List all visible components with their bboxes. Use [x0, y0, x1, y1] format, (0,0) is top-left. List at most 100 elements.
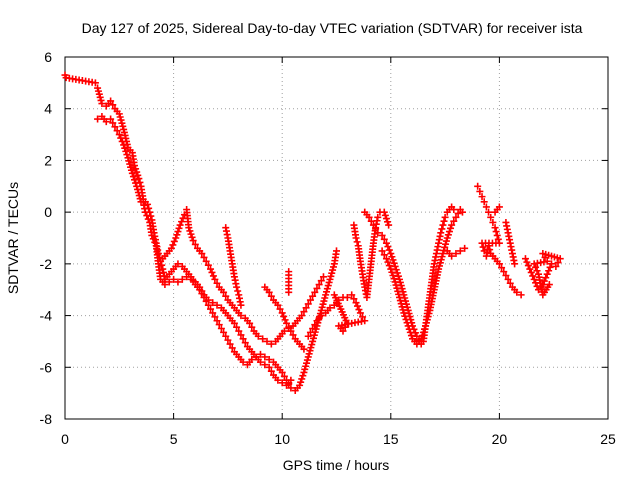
- data-point: [265, 356, 273, 364]
- data-point: [285, 380, 293, 388]
- x-tick-label: 5: [170, 431, 178, 447]
- data-point: [456, 247, 464, 255]
- data-point: [109, 119, 117, 127]
- data-point: [191, 240, 199, 248]
- data-point: [385, 262, 393, 270]
- data-point: [479, 243, 487, 251]
- data-point: [443, 234, 451, 242]
- data-point: [237, 301, 245, 309]
- data-point: [506, 279, 514, 287]
- data-point: [445, 228, 453, 236]
- y-tick-label: 2: [44, 152, 52, 168]
- data-point: [174, 228, 182, 236]
- data-point: [438, 225, 446, 233]
- data-point: [209, 309, 217, 317]
- data-point: [401, 312, 409, 320]
- data-point: [263, 337, 271, 345]
- data-point: [261, 361, 269, 369]
- series-spike-7h: [222, 224, 245, 309]
- data-point: [102, 118, 110, 126]
- data-point: [315, 281, 323, 289]
- data-point: [239, 358, 247, 366]
- data-point: [478, 239, 486, 247]
- data-point: [355, 306, 363, 314]
- data-point: [382, 215, 390, 223]
- data-point: [172, 234, 180, 242]
- data-point: [200, 293, 208, 301]
- data-point: [485, 208, 493, 216]
- data-point: [317, 277, 325, 285]
- data-point: [444, 231, 452, 239]
- data-point: [107, 115, 115, 123]
- data-point: [319, 273, 327, 281]
- data-point: [309, 292, 317, 300]
- data-point: [281, 316, 289, 324]
- data-point: [390, 275, 398, 283]
- data-point: [494, 235, 502, 243]
- data-point: [406, 328, 414, 336]
- data-point: [495, 260, 503, 268]
- data-point: [365, 213, 373, 221]
- data-point: [300, 345, 308, 353]
- data-point: [280, 327, 288, 335]
- y-tick-label: 4: [44, 101, 52, 117]
- data-point: [542, 274, 550, 282]
- data-point: [234, 287, 242, 295]
- data-point: [122, 147, 130, 155]
- data-point: [241, 339, 249, 347]
- data-point: [476, 187, 484, 195]
- data-point: [117, 134, 125, 142]
- data-point: [380, 251, 388, 259]
- data-points: [61, 71, 564, 395]
- data-point: [120, 141, 128, 149]
- data-point: [237, 312, 245, 320]
- data-point: [326, 304, 334, 312]
- data-point: [450, 217, 458, 225]
- data-point: [524, 262, 532, 270]
- data-point: [129, 173, 137, 181]
- data-point: [188, 233, 196, 241]
- series-start-plateau: [94, 112, 145, 206]
- data-point: [390, 259, 398, 267]
- data-point: [489, 218, 497, 226]
- data-point: [173, 231, 181, 239]
- data-point: [527, 268, 535, 276]
- data-point: [378, 231, 386, 239]
- data-point: [280, 312, 288, 320]
- data-point: [387, 265, 395, 273]
- data-point: [372, 225, 380, 233]
- data-point: [165, 278, 173, 286]
- y-tick-label: -8: [40, 411, 53, 427]
- data-point: [135, 175, 143, 183]
- y-tick-label: 6: [44, 49, 52, 65]
- data-point: [248, 356, 256, 364]
- data-point: [121, 144, 129, 152]
- data-point: [208, 268, 216, 276]
- y-tick-label: -2: [40, 256, 53, 272]
- data-point: [141, 208, 149, 216]
- data-point: [353, 238, 361, 246]
- data-point: [380, 235, 388, 243]
- data-point: [134, 171, 142, 179]
- data-point: [98, 100, 106, 108]
- x-axis-label: GPS time / hours: [283, 457, 390, 473]
- data-point: [248, 323, 256, 331]
- data-point: [246, 319, 254, 327]
- data-point: [220, 288, 228, 296]
- data-point: [545, 267, 553, 275]
- grid: [65, 57, 608, 419]
- data-point: [298, 375, 306, 383]
- data-point: [352, 234, 360, 242]
- data-point: [533, 267, 541, 275]
- data-point: [485, 242, 493, 250]
- data-point: [441, 213, 449, 221]
- data-point: [211, 313, 219, 321]
- x-axis: 0 5 10 15 20 25: [61, 57, 616, 447]
- data-point: [217, 325, 225, 332]
- data-point: [543, 270, 551, 278]
- data-point: [178, 275, 186, 283]
- data-point: [113, 127, 121, 135]
- data-point: [187, 230, 195, 238]
- data-point: [149, 235, 157, 243]
- data-point: [94, 115, 102, 123]
